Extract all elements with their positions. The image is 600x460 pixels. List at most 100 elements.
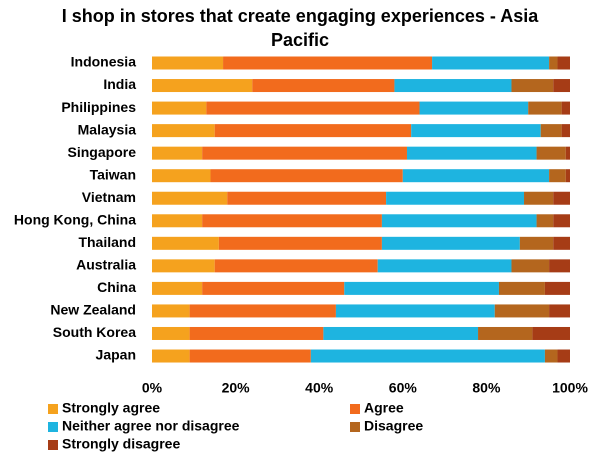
bar-segment [498, 281, 545, 295]
bar-segment [549, 56, 558, 70]
legend-swatch [48, 404, 58, 414]
legend-label: Agree [364, 400, 404, 416]
y-tick-label: Vietnam [82, 189, 136, 205]
bar-segment [189, 304, 336, 318]
legend-swatch [48, 422, 58, 432]
bar-segment [152, 326, 190, 340]
bar-segment [511, 259, 550, 273]
bar-segment [202, 281, 345, 295]
y-tick-label: Malaysia [78, 121, 137, 137]
bar-segment [524, 191, 554, 205]
bar-segment [540, 124, 562, 138]
bar-segment [536, 146, 566, 160]
bar-segment [553, 79, 570, 93]
x-tick-label: 20% [222, 380, 251, 396]
bar-segment [553, 191, 570, 205]
bar-segment [557, 349, 570, 363]
bar-segment [223, 56, 433, 70]
bar-segment [386, 191, 525, 205]
bar-segment [152, 191, 228, 205]
legend-label: Neither agree nor disagree [62, 418, 240, 434]
bar-segment [377, 259, 512, 273]
bar-segment [152, 124, 215, 138]
y-tick-label: Thailand [78, 234, 136, 250]
bar-segment [494, 304, 550, 318]
bar-segment [549, 304, 570, 318]
bar-segment [218, 236, 382, 250]
bar-segment [210, 169, 403, 183]
bar-segment [478, 326, 533, 340]
bar-segment [323, 326, 479, 340]
bar-segment [432, 56, 550, 70]
bar-segment [394, 79, 512, 93]
bar-segment [252, 79, 395, 93]
bar-segment [152, 101, 207, 115]
bar-segment [152, 236, 219, 250]
y-tick-label: Hong Kong, China [14, 211, 136, 227]
legend-swatch [48, 440, 58, 450]
bar-segment [419, 101, 529, 115]
bar-segment [565, 169, 570, 183]
x-tick-label: 40% [305, 380, 334, 396]
bar-segment [532, 326, 570, 340]
bar-segment [536, 214, 554, 228]
bar-segment [189, 326, 324, 340]
bar-segment [402, 169, 550, 183]
bar-segment [310, 349, 545, 363]
bar-segment [549, 259, 570, 273]
bar-segment [557, 56, 570, 70]
legend-label: Strongly disagree [62, 436, 180, 452]
bar-segment [344, 281, 499, 295]
legend-swatch [350, 404, 360, 414]
chart-title: I shop in stores that create engaging ex… [61, 6, 539, 50]
bar-segment [152, 349, 190, 363]
y-tick-label: India [103, 76, 136, 92]
bar-segment [152, 79, 253, 93]
y-tick-label: Philippines [61, 99, 136, 115]
bar-segment [381, 236, 520, 250]
y-tick-label: China [97, 279, 136, 295]
bar-segment [206, 101, 420, 115]
bar-segment [519, 236, 554, 250]
bar-segment [152, 146, 203, 160]
legend-label: Disagree [364, 418, 423, 434]
bar-segment [544, 349, 558, 363]
y-tick-label: Singapore [68, 144, 137, 160]
bar-segment [528, 101, 562, 115]
bar-segment [561, 124, 570, 138]
legend-label: Strongly agree [62, 400, 160, 416]
bar-segment [214, 124, 412, 138]
bar-segment [152, 281, 203, 295]
bar-segment [335, 304, 495, 318]
y-tick-label: New Zealand [50, 302, 136, 318]
x-tick-label: 100% [552, 380, 588, 396]
bar-segment [227, 191, 387, 205]
bar-segment [189, 349, 311, 363]
bar-segment [553, 214, 570, 228]
y-tick-label: Japan [96, 347, 136, 363]
bar-segment [565, 146, 570, 160]
bar-segment [561, 101, 570, 115]
y-tick-label: South Korea [53, 324, 136, 340]
bar-segment [152, 214, 203, 228]
bar-segment [553, 236, 570, 250]
legend-swatch [350, 422, 360, 432]
bar-segment [202, 214, 382, 228]
bar-segment [152, 56, 224, 70]
x-tick-label: 60% [389, 380, 418, 396]
bar-segment [202, 146, 407, 160]
bar-segment [152, 259, 215, 273]
bar-segment [544, 281, 570, 295]
bar-segment [152, 304, 190, 318]
y-tick-label: Australia [76, 257, 136, 273]
bar-segment [406, 146, 537, 160]
bar-segment [152, 169, 211, 183]
bar-segment [549, 169, 566, 183]
bar-segment [381, 214, 537, 228]
y-tick-label: Taiwan [90, 166, 136, 182]
x-tick-label: 0% [142, 380, 163, 396]
bar-segment [214, 259, 378, 273]
y-tick-label: Indonesia [71, 54, 137, 70]
